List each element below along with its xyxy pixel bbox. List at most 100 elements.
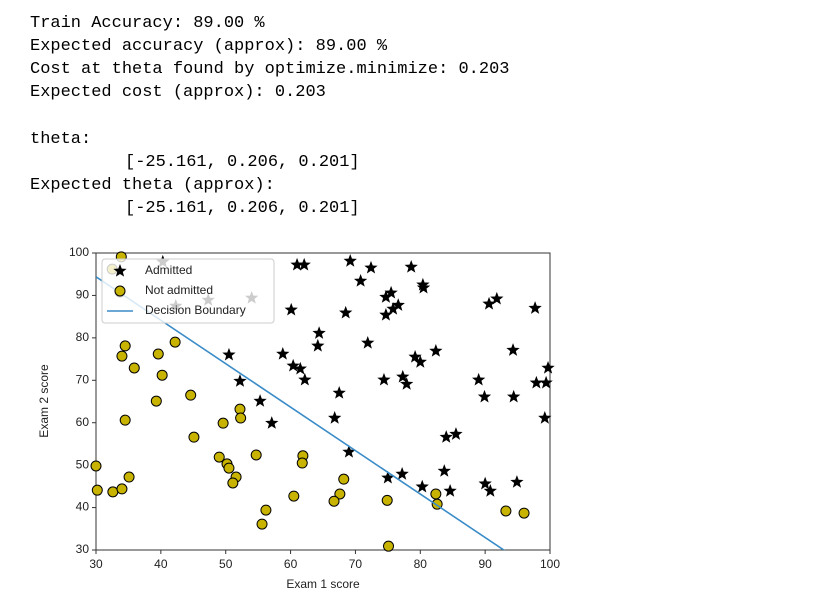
admitted-point (506, 343, 520, 356)
admitted-point (297, 257, 311, 271)
output-line: [-25.161, 0.206, 0.201] (125, 153, 360, 172)
admitted-point (222, 347, 236, 361)
x-tick-label: 80 (414, 557, 428, 571)
decision-boundary (96, 276, 506, 550)
admitted-point (507, 389, 521, 403)
admitted-point (429, 344, 443, 357)
admitted-point (377, 372, 391, 386)
output-line: theta: (30, 130, 92, 149)
admitted-point (472, 372, 486, 386)
admitted-point (408, 349, 422, 363)
admitted-point (538, 411, 552, 424)
not-admitted-point (119, 340, 131, 352)
admitted-point (332, 386, 346, 399)
admitted-point (284, 302, 298, 316)
legend-label: Not admitted (145, 283, 213, 297)
not-admitted-point (250, 449, 262, 461)
not-admitted-point (116, 483, 128, 495)
admitted-point (437, 464, 451, 477)
not-admitted-point (150, 395, 162, 407)
admitted-point (343, 254, 357, 267)
x-tick-label: 100 (540, 557, 560, 571)
admitted-point (478, 476, 492, 490)
not-admitted-point (185, 389, 197, 401)
not-admitted-point (188, 431, 200, 443)
not-admitted-point (128, 362, 140, 374)
admitted-point (379, 307, 393, 321)
legend-marker (114, 285, 126, 297)
admitted-point (404, 260, 418, 273)
x-tick-label: 50 (219, 557, 233, 571)
not-admitted-point (296, 457, 308, 469)
admitted-point (339, 305, 353, 319)
not-admitted-point (430, 488, 442, 500)
admitted-point (381, 470, 395, 484)
admitted-point (379, 290, 393, 303)
not-admitted-point (90, 460, 102, 472)
y-tick-label: 40 (76, 500, 90, 514)
admitted-point (396, 369, 410, 383)
admitted-point (286, 358, 300, 372)
x-tick-label: 40 (154, 557, 168, 571)
admitted-point (293, 361, 307, 375)
output-line: Expected accuracy (approx): 89.00 % (30, 37, 388, 56)
admitted-point (265, 416, 279, 429)
admitted-point (276, 346, 290, 360)
not-admitted-point (256, 518, 268, 530)
output-line: Expected cost (approx): 0.203 (30, 83, 326, 102)
not-admitted-point (334, 488, 346, 500)
admitted-point (361, 335, 375, 349)
admitted-point (482, 296, 496, 310)
not-admitted-point (227, 477, 239, 489)
x-axis-label: Exam 1 score (286, 577, 360, 591)
not-admitted-point (328, 495, 340, 507)
output-line: Cost at theta found by optimize.minimize… (30, 60, 510, 79)
x-tick-label: 60 (284, 557, 298, 571)
y-tick-label: 60 (76, 415, 90, 429)
y-tick-label: 70 (76, 372, 90, 386)
not-admitted-point (119, 414, 131, 426)
not-admitted-point (169, 336, 181, 348)
y-tick-label: 30 (76, 542, 90, 556)
not-admitted-point (217, 417, 229, 429)
output-line: [-25.161, 0.206, 0.201] (125, 199, 360, 218)
admitted-point (413, 355, 427, 368)
admitted-point (529, 375, 544, 389)
admitted-point (233, 374, 247, 387)
not-admitted-point (235, 412, 247, 424)
not-admitted-point (213, 451, 225, 463)
y-axis-label: Exam 2 score (37, 364, 51, 438)
admitted-point (386, 302, 400, 315)
not-admitted-point (381, 494, 393, 506)
admitted-point (449, 427, 463, 440)
not-admitted-point (500, 505, 512, 517)
admitted-point (384, 285, 398, 299)
admitted-point (400, 377, 414, 390)
admitted-point (416, 280, 431, 294)
not-admitted-point (338, 473, 350, 485)
y-tick-label: 90 (76, 288, 90, 302)
admitted-point (353, 274, 368, 287)
admitted-point (490, 291, 504, 305)
admitted-point (483, 484, 497, 497)
admitted-point (391, 298, 405, 311)
admitted-point (528, 301, 542, 314)
plot-frame (95, 252, 551, 551)
legend-marker (113, 264, 127, 277)
admitted-point (253, 394, 267, 407)
admitted-point (439, 430, 453, 443)
not-admitted-point (107, 486, 119, 498)
y-tick-label: 50 (76, 457, 90, 471)
admitted-point (364, 260, 378, 274)
x-tick-label: 70 (349, 557, 363, 571)
not-admitted-point (152, 348, 164, 360)
not-admitted-point (123, 471, 135, 483)
legend-box (101, 258, 275, 324)
legend-label: Admitted (145, 263, 192, 277)
admitted-point (443, 484, 457, 497)
admitted-point (510, 475, 524, 488)
admitted-point (311, 338, 325, 352)
not-admitted-point (518, 507, 530, 519)
x-tick-label: 30 (89, 557, 103, 571)
